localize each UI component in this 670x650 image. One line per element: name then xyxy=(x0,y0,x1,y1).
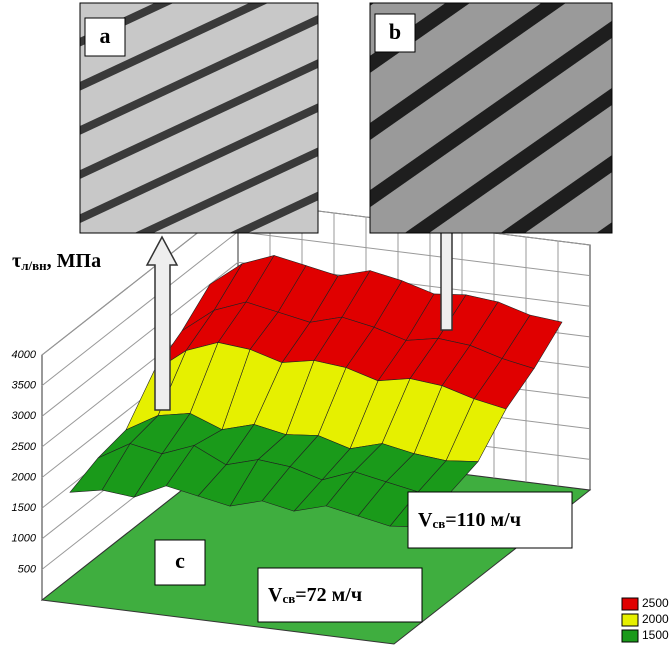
text: V xyxy=(418,509,433,531)
z-axis: 500 1000 1500 2000 2500 3000 3500 4000 xyxy=(11,349,37,575)
subscript: св xyxy=(282,591,295,606)
symbol: τ xyxy=(12,250,21,272)
legend-label: 1500 xyxy=(642,628,669,642)
z-tick-label: 500 xyxy=(18,563,37,575)
text: =72 м/ч xyxy=(295,584,362,606)
legend-label: 2000 xyxy=(642,612,669,626)
z-axis-label: τл/вн, МПа xyxy=(12,250,101,273)
figure: a b c τл/вн, МПа Vсв=110 м/ч Vсв=72 м/ч … xyxy=(0,0,670,645)
legend-swatch xyxy=(622,614,638,626)
panel-label: a xyxy=(100,23,111,48)
legend-swatch xyxy=(622,630,638,642)
z-tick-label: 2000 xyxy=(11,471,37,483)
panel-label: c xyxy=(175,548,185,573)
text: V xyxy=(268,584,283,606)
text: =110 м/ч xyxy=(445,509,521,531)
subscript: св xyxy=(432,516,445,531)
z-tick-label: 1500 xyxy=(12,502,37,514)
z-tick-label: 4000 xyxy=(12,349,37,361)
z-tick-label: 3500 xyxy=(12,380,37,392)
z-tick-label: 3000 xyxy=(12,410,37,422)
legend: 2500 2000 1500 xyxy=(622,596,669,642)
panel-label: b xyxy=(389,19,401,44)
annotation: Vсв=72 м/ч xyxy=(268,584,362,606)
z-tick-label: 2500 xyxy=(11,441,37,453)
subscript: л/вн xyxy=(21,258,47,273)
legend-label: 2500 xyxy=(642,596,669,610)
unit: , МПа xyxy=(47,250,101,272)
legend-swatch xyxy=(622,598,638,610)
z-tick-label: 1000 xyxy=(12,533,37,545)
